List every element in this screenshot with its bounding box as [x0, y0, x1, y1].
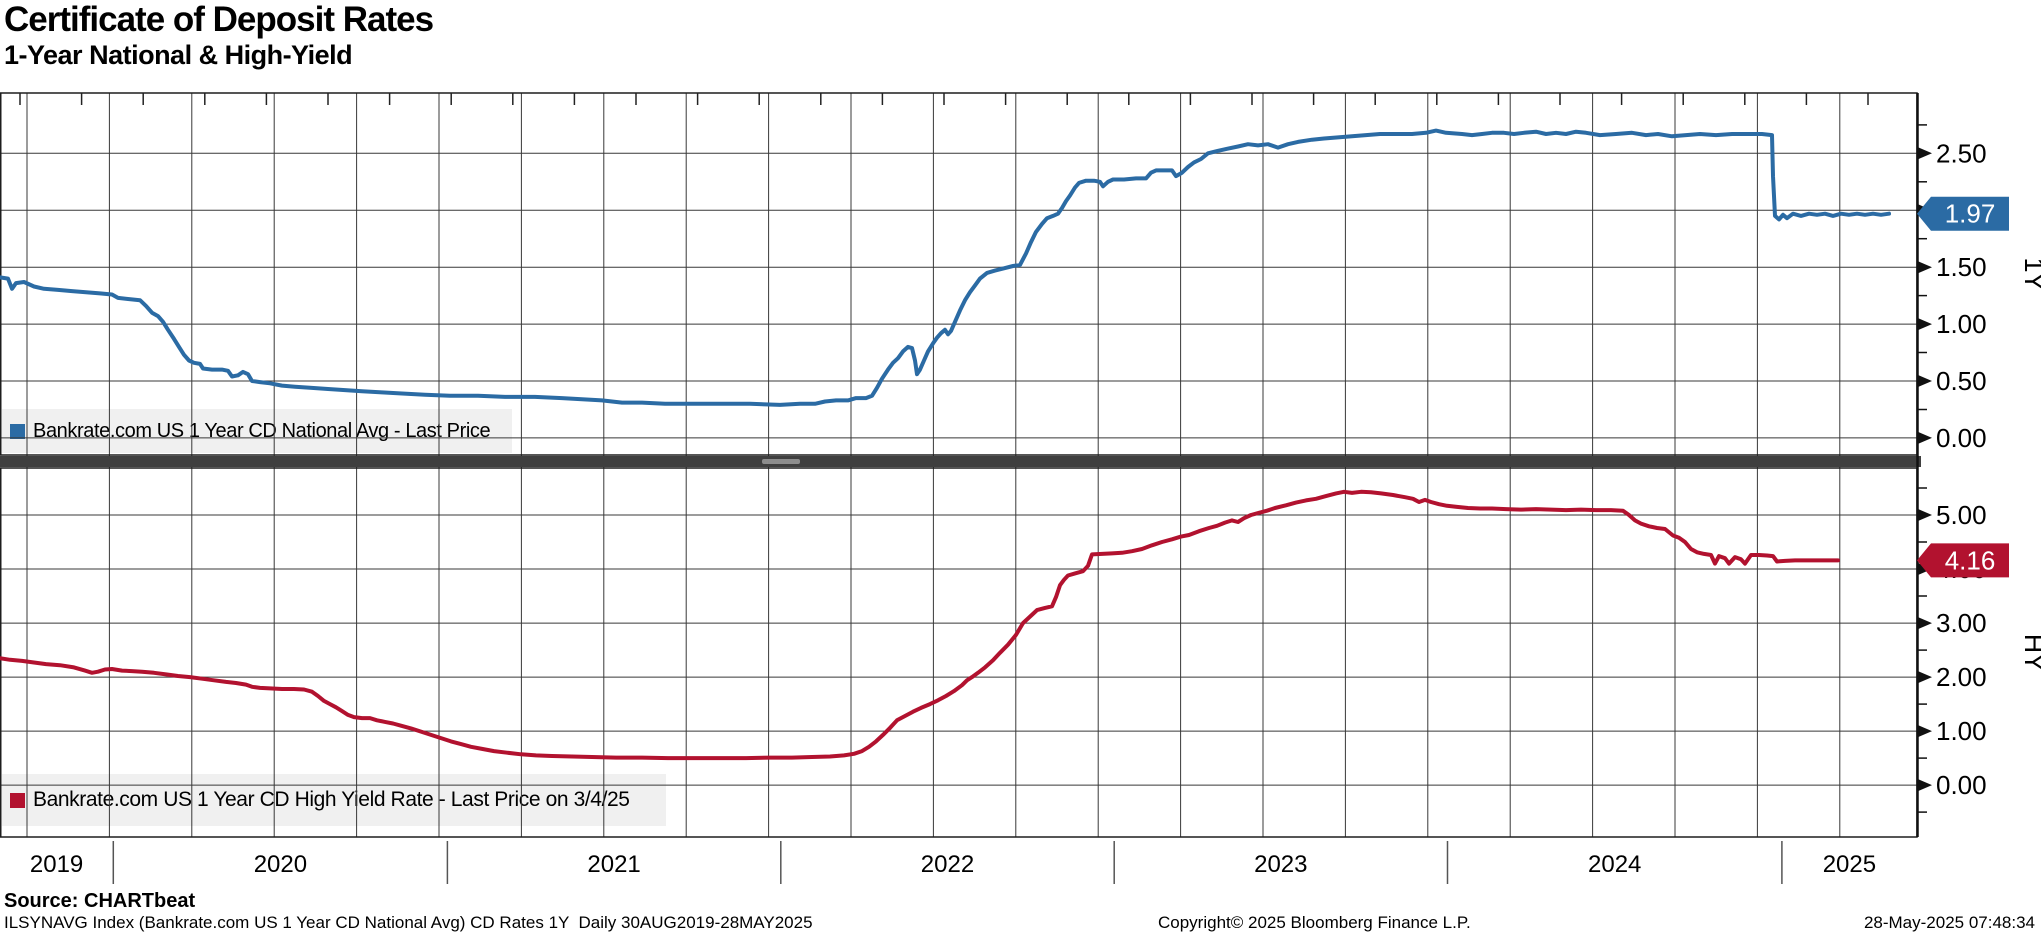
- legend-high-yield-label: Bankrate.com US 1 Year CD High Yield Rat…: [33, 788, 630, 811]
- y-tick-label: 0.50: [1936, 366, 1987, 396]
- year-label-2019[interactable]: 2019: [30, 851, 83, 878]
- high-yield-swatch-icon: [10, 792, 25, 808]
- y-tick-arrow-icon: [1918, 509, 1932, 521]
- 1y-axis-label: 1Y: [2019, 257, 2041, 290]
- y-tick-arrow-icon: [1918, 671, 1932, 684]
- page-title: Certificate of Deposit Rates: [4, 0, 434, 39]
- y-tick-arrow-icon: [1918, 261, 1932, 274]
- y-tick-label: 1.50: [1936, 252, 1987, 282]
- y-tick-arrow-icon: [1918, 779, 1932, 792]
- year-label-2021[interactable]: 2021: [587, 851, 640, 878]
- y-tick-arrow-icon: [1918, 375, 1932, 387]
- national-avg-line: [0, 128, 1891, 407]
- y-tick-label: 0.00: [1936, 770, 1987, 800]
- footer-timestamp: 28-May-2025 07:48:34: [1863, 913, 2035, 932]
- year-label-2025[interactable]: 2025: [1823, 851, 1876, 878]
- national-avg-swatch-icon: [10, 423, 25, 439]
- year-label-2020[interactable]: 2020: [254, 851, 307, 878]
- y-tick-label: 2.00: [1936, 662, 1987, 692]
- legend-high-yield[interactable]: Bankrate.com US 1 Year CD High Yield Rat…: [2, 774, 666, 826]
- divider-grip-icon[interactable]: [762, 459, 800, 464]
- national-last-price-badge: [1917, 196, 2009, 231]
- legend-national-avg[interactable]: Bankrate.com US 1 Year CD National Avg -…: [2, 409, 512, 453]
- y-tick-arrow-icon: [1918, 147, 1932, 160]
- y-tick-arrow-icon: [1918, 617, 1932, 630]
- hy-axis-label: HY: [2019, 634, 2041, 672]
- footer-description: ILSYNAVG Index (Bankrate.com US 1 Year C…: [4, 913, 813, 932]
- year-label-2022[interactable]: 2022: [921, 851, 974, 878]
- last-price-badge-value: 1.97: [1945, 199, 1996, 229]
- legend-national-avg-label: Bankrate.com US 1 Year CD National Avg -…: [33, 419, 491, 442]
- y-tick-label: 1.00: [1936, 716, 1987, 746]
- y-tick-label: 0.00: [1936, 423, 1987, 453]
- top-panel-border: [0, 92, 1918, 456]
- bottom-panel-border: [0, 467, 1918, 838]
- footer-copyright: Copyright© 2025 Bloomberg Finance L.P.: [1158, 913, 1471, 932]
- y-tick-label: 2.50: [1936, 138, 1987, 168]
- y-tick-label: 3.00: [1936, 608, 1987, 638]
- page-subtitle: 1-Year National & High-Yield: [4, 40, 353, 70]
- year-label-2024[interactable]: 2024: [1588, 851, 1641, 878]
- year-label-2023[interactable]: 2023: [1254, 851, 1307, 878]
- y-tick-label: 5.00: [1936, 500, 1987, 530]
- y-tick-arrow-icon: [1918, 431, 1932, 444]
- panel-divider[interactable]: [0, 456, 1921, 467]
- y-tick-arrow-icon: [1918, 318, 1932, 331]
- y-tick-label: 1.00: [1936, 309, 1987, 339]
- high-yield-last-price-badge: [1917, 543, 2009, 578]
- last-price-badge-value: 4.16: [1945, 545, 1996, 575]
- y-tick-arrow-icon: [1918, 725, 1932, 738]
- source-line: Source: CHARTbeat: [4, 890, 196, 912]
- high-yield-line: [0, 489, 1840, 761]
